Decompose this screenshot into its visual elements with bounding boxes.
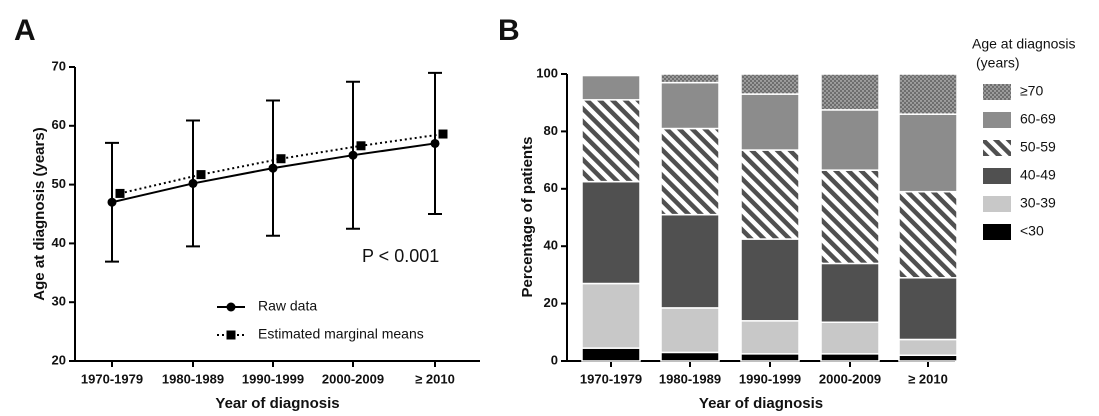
bar-segment [740, 149, 800, 240]
bar-segment [581, 347, 641, 362]
point [268, 163, 278, 173]
bar-segment [581, 180, 641, 285]
legend-label: Estimated marginal means [258, 326, 424, 342]
bar-segment [820, 109, 880, 171]
bar-segment [660, 127, 720, 216]
legend-swatch [983, 196, 1011, 212]
bar-segment [820, 262, 880, 324]
bar-segment [660, 81, 720, 130]
bar-segment [898, 354, 958, 362]
x-axis-title: Year of diagnosis [699, 395, 823, 412]
bar-segment [740, 93, 800, 151]
x-tick-label: 2000-2009 [819, 371, 881, 386]
legend-swatch [983, 224, 1011, 240]
y-tick-label: 80 [544, 123, 558, 138]
x-tick-label: ≥ 2010 [908, 371, 948, 386]
point [107, 197, 117, 207]
legend-label: 30-39 [1020, 195, 1056, 211]
bar-segment [898, 190, 958, 279]
panel-label: A [14, 14, 36, 47]
x-tick-label: 2000-2009 [322, 371, 384, 386]
y-tick-label: 20 [52, 352, 66, 367]
point [348, 150, 358, 160]
x-tick-label: 1970-1979 [580, 371, 642, 386]
bar-segment [740, 320, 800, 355]
legend-label: <30 [1020, 223, 1044, 239]
bar-segment [581, 73, 641, 77]
legend-swatch [983, 140, 1011, 156]
point [356, 141, 366, 151]
x-tick-label: 1980-1989 [162, 371, 224, 386]
point [430, 138, 440, 148]
annotation: P < 0.001 [362, 246, 439, 266]
bar-segment [660, 307, 720, 354]
bar-segment [660, 213, 720, 309]
legend-label: 50-59 [1020, 139, 1056, 155]
legend-title: Age at diagnosis [972, 36, 1076, 52]
legend-label: 40-49 [1020, 167, 1056, 183]
legend-label: 60-69 [1020, 111, 1056, 127]
bar-segment [898, 338, 958, 357]
y-axis-title: Percentage of patients [519, 137, 536, 298]
point [226, 302, 236, 312]
x-tick-label: 1990-1999 [242, 371, 304, 386]
bar-segment [581, 282, 641, 349]
y-axis-title: Age at diagnosis (years) [31, 127, 48, 300]
legend-swatch [983, 112, 1011, 128]
legend-swatch [983, 168, 1011, 184]
x-tick-label: 1990-1999 [739, 371, 801, 386]
bar-segment [740, 353, 800, 362]
bar-segment [898, 73, 958, 115]
bar-segment [660, 73, 720, 84]
y-tick-label: 0 [551, 352, 558, 367]
bar-segment [660, 351, 720, 362]
y-tick-label: 30 [52, 294, 66, 309]
y-tick-label: 70 [52, 58, 66, 73]
bar-segment [581, 99, 641, 183]
y-tick-label: 40 [52, 235, 66, 250]
x-tick-label: ≥ 2010 [415, 371, 455, 386]
bar-segment [820, 73, 880, 111]
point [115, 188, 125, 198]
x-tick-label: 1980-1989 [659, 371, 721, 386]
point [196, 170, 206, 180]
legend-swatch [983, 84, 1011, 100]
legend-title: (years) [976, 55, 1020, 71]
y-tick-label: 40 [544, 238, 558, 253]
series-line [119, 133, 444, 195]
bar-segment [820, 169, 880, 265]
point [226, 330, 236, 340]
point [438, 129, 448, 139]
bar-segment [898, 277, 958, 341]
bar-segment [740, 238, 800, 322]
y-tick-label: 50 [52, 176, 66, 191]
bar-segment [740, 73, 800, 95]
y-tick-label: 20 [544, 295, 558, 310]
bar-segment [820, 321, 880, 355]
bar-segment [581, 74, 641, 101]
bar-segment [898, 113, 958, 193]
y-tick-label: 100 [536, 65, 558, 80]
panel-label: B [498, 14, 520, 47]
x-axis-title: Year of diagnosis [215, 395, 339, 412]
y-tick-label: 60 [544, 180, 558, 195]
point [188, 178, 198, 188]
point [276, 154, 286, 164]
bar-segment [820, 353, 880, 362]
legend-label: ≥70 [1020, 83, 1043, 99]
y-tick-label: 60 [52, 117, 66, 132]
legend-label: Raw data [258, 298, 317, 314]
x-tick-label: 1970-1979 [81, 371, 143, 386]
